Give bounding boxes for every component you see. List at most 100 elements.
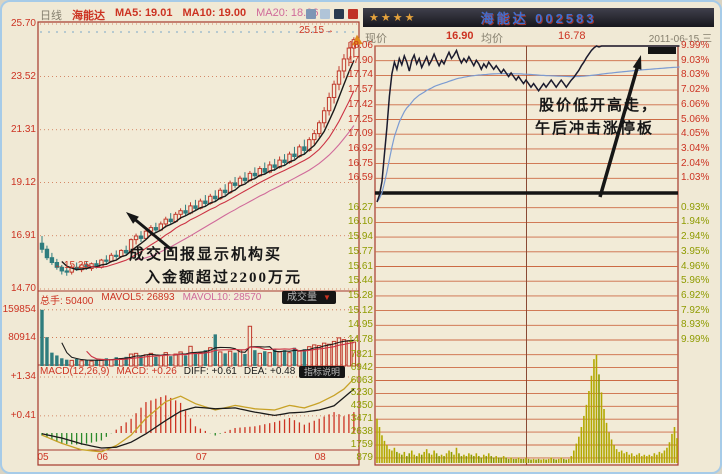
left-price-axis-label: 14.70 [10,283,36,294]
right-price-axis-label: 16.27 [347,201,373,213]
right-price-axis-label: 16.92 [347,142,373,154]
left-toolbar [302,9,358,19]
right-percent-axis-label: 1.94% [681,216,710,228]
settings-icon[interactable] [334,9,344,19]
chart-mode-icon[interactable] [320,9,330,19]
right-volume-axis-label: 6063 [350,374,373,386]
annotation-note-line2: 入金额超过2200万元 [145,270,303,286]
total-lots-value: 总手: 50400 [40,296,94,307]
ma20-value: MA20: 18.06 [256,7,319,19]
right-price-axis-label: 15.94 [347,231,373,243]
right-percent-axis-label: 7.02% [681,84,710,96]
right-price-axis-label: 14.78 [347,334,373,345]
avg-price-value: 16.78 [558,30,586,42]
left-price-axis-label: 19.12 [10,176,36,188]
right-percent-axis-label: 5.06% [681,113,710,125]
right-price-axis-label: 17.57 [347,84,373,96]
left-price-axis-label: 16.91 [10,229,36,241]
left-chart-header: 日线 海能达 MA5: 19.01 MA10: 19.00 MA20: 18.0… [40,7,318,23]
volume-dropdown-label: 成交量 [287,292,317,303]
right-title-bar: ★★★★ 海能达 002583 [363,8,714,27]
right-price-axis-label: 14.95 [347,319,373,331]
right-price-axis-label: 15.61 [347,260,373,272]
dropdown-arrow-icon: ▼ [323,293,331,302]
left-volume-axis-label: 80914 [8,331,36,343]
right-price-axis-label: 18.06 [347,40,373,51]
date-label: 2011-06-15,三 [648,34,712,45]
right-volume-axis-label: 1759 [350,439,373,450]
annotation-note-line1: 成交回报显示机构买 [129,247,283,263]
right-volume-axis-label: 879 [356,451,373,463]
left-month-label: 07 [195,452,207,463]
stock-name-label: 海能达 [72,10,105,22]
right-price-axis-label: 15.28 [347,289,373,301]
right-percent-axis-label: 2.04% [681,157,710,169]
right-percent-axis-label: 6.92% [681,289,710,301]
low-price-tag: ←15.25 [54,260,90,271]
right-percent-axis-label: 8.03% [681,69,710,81]
dea-value: DEA: +0.48 [243,366,296,377]
right-percent-axis-label: 4.96% [681,260,710,272]
period-label: 日线 [40,10,62,22]
mavol10-value: MAVOL10: 28570 [182,292,262,303]
right-stock-title: 海能达 002583 [480,11,597,26]
left-price-axis-label: 23.52 [10,70,36,82]
right-price-axis-label: 17.25 [347,113,373,125]
right-volume-axis-label: 5230 [350,387,373,399]
ma5-value: MA5: 19.01 [115,7,173,19]
right-percent-axis-label: 8.93% [681,319,710,331]
current-price-label: 现价 [365,33,387,45]
avg-price-label: 均价 [481,33,503,45]
right-volume-axis-label: 2638 [350,426,373,438]
right-price-axis-label: 17.42 [347,98,373,110]
high-price-tag: 25.15→ [299,25,335,36]
left-price-axis-label: 25.70 [10,18,36,29]
right-price-axis-label: 15.12 [347,304,373,316]
left-macd-axis-label: +0.41 [10,409,36,421]
right-price-axis-label: 16.75 [347,157,373,169]
right-percent-axis-label: 9.99% [681,40,710,51]
indicator-help-button[interactable]: 指标说明 [299,366,346,378]
macd-params-label: MACD(12,26,9) [40,366,110,377]
window-icon[interactable] [306,9,316,19]
right-price-axis-label: 17.90 [347,54,373,66]
right-percent-axis-label: 5.96% [681,275,710,287]
right-percent-axis-label: 2.94% [681,231,710,243]
left-month-label: 06 [96,452,108,463]
right-percent-axis-label: 4.05% [681,128,710,140]
macd-header: MACD(12,26,9) MACD: +0.26 DIFF: +0.61 DE… [40,366,295,377]
volume-header: 总手: 50400 MAVOL5: 26893 MAVOL10: 28570 [40,292,261,307]
right-price-axis-label: 15.44 [347,275,373,287]
right-price-axis-label: 16.59 [347,172,373,184]
right-percent-axis-label: 6.06% [681,98,710,110]
right-volume-axis-label: 6942 [350,361,373,373]
left-month-label: 05 [37,452,49,463]
indicator-help-label: 指标说明 [304,366,341,377]
volume-indicator-dropdown[interactable]: 成交量 ▼ [282,291,336,304]
left-price-axis-label: 21.31 [10,123,36,135]
right-price-axis-label: 17.74 [347,69,373,81]
right-percent-axis-label: 1.03% [681,172,710,184]
diff-value: DIFF: +0.61 [183,366,237,377]
right-price-axis-label: 16.10 [347,216,373,228]
right-percent-axis-label: 9.03% [681,54,710,66]
macd-value: MACD: +0.26 [116,366,177,377]
left-macd-axis-label: +1.34 [10,370,36,382]
close-icon[interactable] [348,9,358,19]
mavol5-value: MAVOL5: 26893 [101,292,175,303]
right-price-axis-label: 15.77 [347,245,373,257]
right-percent-axis-label: 3.95% [681,245,710,257]
right-percent-axis-label: 9.99% [681,334,710,345]
intraday-note-line1: 股价低开高走， [539,98,659,114]
left-volume-axis-label: 159854 [2,303,36,315]
right-volume-axis-label: 7821 [350,348,373,360]
rating-stars-icon: ★★★★ [369,12,417,24]
right-percent-axis-label: 0.93% [681,201,710,213]
current-price-value: 16.90 [446,30,474,42]
right-percent-axis-label: 3.04% [681,142,710,154]
right-percent-axis-label: 7.92% [681,304,710,316]
right-price-axis-label: 17.09 [347,128,373,140]
right-volume-axis-label: 3471 [350,413,373,425]
